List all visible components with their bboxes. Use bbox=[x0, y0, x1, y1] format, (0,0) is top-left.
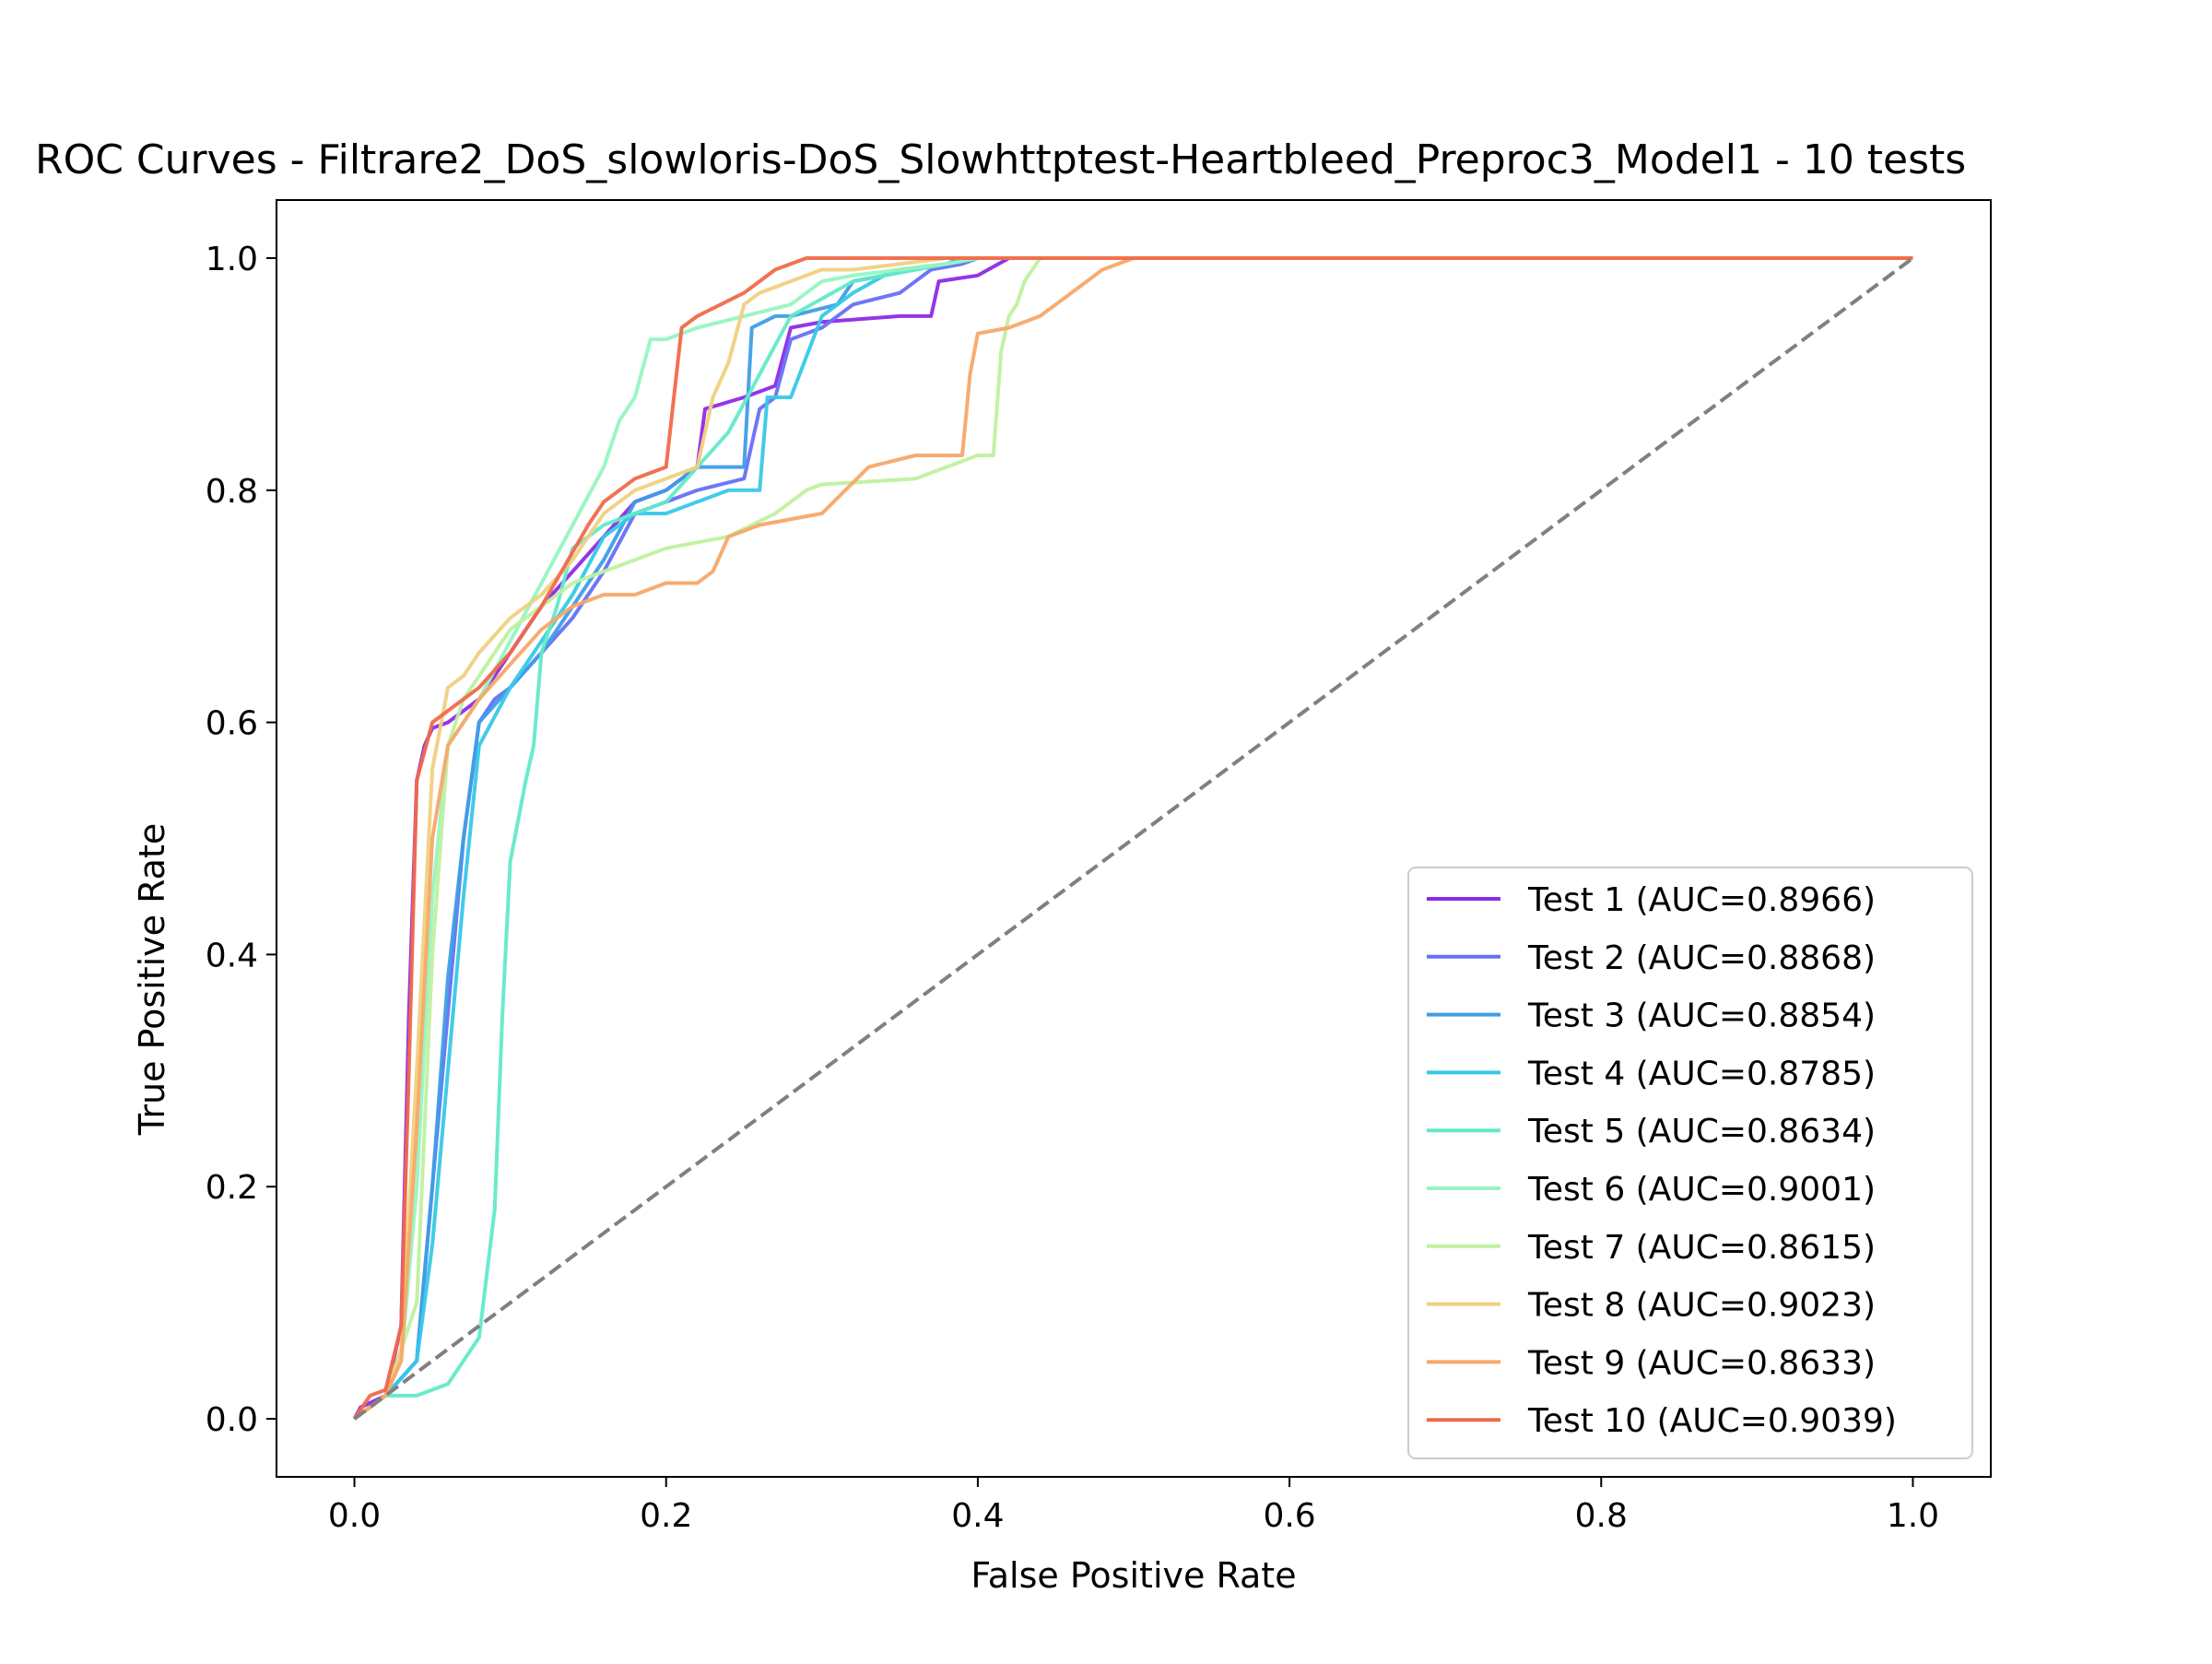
x-tick-label: 0.0 bbox=[328, 1497, 381, 1535]
y-tick-label: 0.4 bbox=[206, 937, 258, 974]
series-line-test-5 bbox=[353, 256, 1913, 1421]
x-tick-label: 0.6 bbox=[1263, 1497, 1315, 1535]
y-axis-label: True Positive Rate bbox=[132, 823, 172, 1137]
legend-box bbox=[1407, 867, 1973, 1459]
x-tick-label: 1.0 bbox=[1887, 1497, 1939, 1535]
legend-label-test-10: Test 10 (AUC=0.9039) bbox=[1527, 1402, 1897, 1440]
chart-title: ROC Curves - Filtrare2_DoS_slowloris-DoS… bbox=[35, 136, 1966, 183]
axes-frame bbox=[276, 199, 1992, 1478]
y-tick-label: 0.8 bbox=[206, 473, 258, 511]
x-axis-label: False Positive Rate bbox=[971, 1555, 1296, 1596]
x-tick-label: 0.2 bbox=[640, 1497, 692, 1535]
y-tick-label: 0.6 bbox=[206, 705, 258, 743]
legend: Test 1 (AUC=0.8966) Test 2 (AUC=0.8868) Te… bbox=[1407, 867, 1973, 1459]
series-line-test-10 bbox=[352, 256, 1913, 1421]
legend-label-test-4: Test 4 (AUC=0.8785) bbox=[1527, 1055, 1876, 1092]
y-tick-label: 0.2 bbox=[206, 1169, 258, 1207]
y-tick-label: 0.0 bbox=[206, 1401, 258, 1439]
y-tick-label: 1.0 bbox=[206, 241, 258, 278]
legend-label-test-6: Test 6 (AUC=0.9001) bbox=[1527, 1171, 1876, 1209]
series-line-test-9 bbox=[353, 256, 1913, 1421]
x-tick-label: 0.8 bbox=[1575, 1497, 1628, 1535]
series-line-test-6 bbox=[353, 256, 1913, 1421]
legend-label-test-3: Test 3 (AUC=0.8854) bbox=[1527, 997, 1876, 1035]
legend-label-test-8: Test 8 (AUC=0.9023) bbox=[1527, 1287, 1876, 1325]
plot-area: 0.0 0.2 0.4 0.6 0.8 1.0 0.0 0.2 0.4 0.6 0.8 1.0 bbox=[206, 199, 1992, 1535]
series-line-test-8 bbox=[353, 256, 1913, 1421]
legend-label-test-2: Test 2 (AUC=0.8868) bbox=[1527, 939, 1876, 977]
legend-label-test-7: Test 7 (AUC=0.8615) bbox=[1527, 1229, 1876, 1267]
legend-label-test-5: Test 5 (AUC=0.8634) bbox=[1527, 1113, 1876, 1151]
legend-label-test-1: Test 1 (AUC=0.8966) bbox=[1527, 881, 1876, 919]
x-tick-label: 0.4 bbox=[951, 1497, 1004, 1535]
series-group bbox=[352, 256, 1914, 1421]
legend-label-test-9: Test 9 (AUC=0.8633) bbox=[1527, 1344, 1876, 1382]
